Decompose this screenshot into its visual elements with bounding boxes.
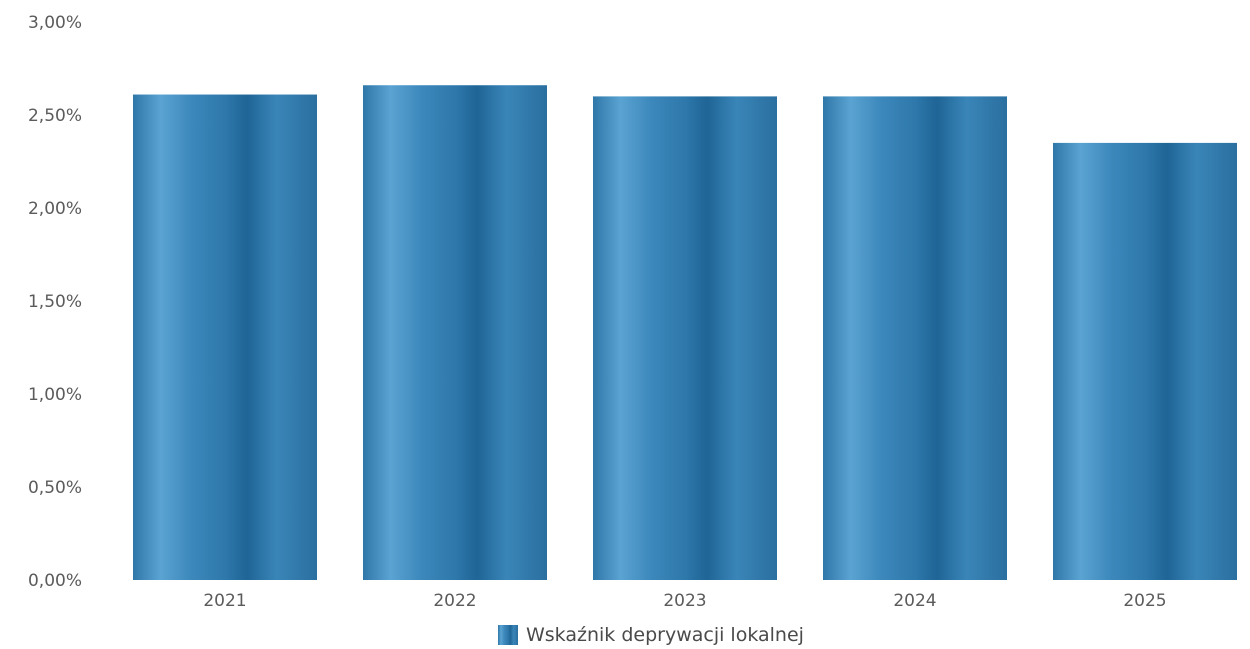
y-tick-label: 2,00%	[28, 199, 82, 219]
x-tick-label: 2024	[893, 591, 936, 611]
legend: Wskaźnik deprywacji lokalnej	[498, 624, 804, 646]
legend-swatch	[498, 625, 518, 645]
y-tick-label: 0,00%	[28, 571, 82, 591]
x-axis: 2021 2022 2023 2024 2025	[203, 591, 1166, 611]
x-tick-label: 2025	[1123, 591, 1166, 611]
bar-2023	[593, 96, 777, 581]
x-tick-label: 2021	[203, 591, 246, 611]
y-tick-label: 3,00%	[28, 13, 82, 33]
bars	[133, 85, 1237, 581]
x-tick-label: 2022	[433, 591, 476, 611]
x-tick-label: 2023	[663, 591, 706, 611]
legend-label: Wskaźnik deprywacji lokalnej	[526, 624, 804, 646]
y-tick-label: 1,50%	[28, 292, 82, 312]
y-axis: 0,00% 0,50% 1,00% 1,50% 2,00% 2,50% 3,00%	[28, 13, 82, 591]
y-tick-label: 0,50%	[28, 478, 82, 498]
bar-2025	[1053, 142, 1237, 580]
bar-2021	[133, 94, 317, 580]
y-tick-label: 1,00%	[28, 385, 82, 405]
bar-2022	[363, 85, 547, 581]
y-tick-label: 2,50%	[28, 106, 82, 126]
bar-2024	[823, 96, 1007, 581]
